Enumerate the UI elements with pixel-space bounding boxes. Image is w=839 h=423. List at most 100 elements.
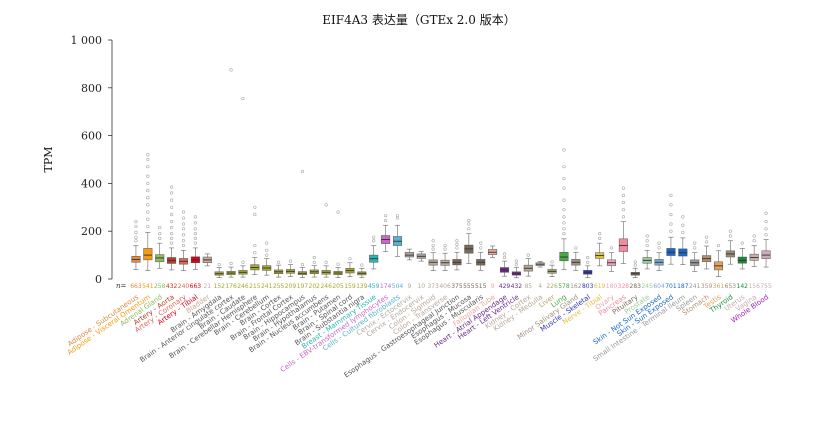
box-group — [404, 248, 414, 261]
outlier-point — [158, 236, 162, 240]
outlier-point — [502, 252, 507, 256]
outlier-point — [562, 148, 566, 152]
outlier-point — [336, 262, 340, 266]
sample-count-label: 515 — [475, 283, 487, 290]
box-iqr — [143, 248, 153, 261]
box-group — [428, 239, 438, 271]
outlier-point — [657, 241, 661, 245]
outlier-point — [193, 241, 197, 245]
sample-count-label: 653 — [725, 283, 737, 290]
outlier-point — [431, 239, 435, 243]
outlier-point — [300, 263, 304, 267]
outlier-point — [158, 231, 162, 236]
outlier-point — [360, 263, 364, 267]
outlier-point — [431, 247, 435, 251]
outlier-point — [669, 222, 673, 226]
box-group — [559, 148, 569, 270]
box-group — [226, 68, 236, 278]
sample-count-label: 504 — [392, 283, 404, 290]
outlier-point — [514, 263, 518, 267]
outlier-point — [193, 231, 197, 236]
box-group — [297, 169, 307, 278]
outlier-point — [598, 231, 602, 236]
outlier-point — [728, 234, 732, 238]
outlier-point — [669, 193, 673, 197]
sample-count-label: 240 — [178, 283, 190, 290]
box-group — [511, 259, 521, 279]
outlier-point — [181, 227, 186, 231]
sample-count-label: 663 — [130, 283, 142, 290]
sample-count-label: 156 — [748, 283, 760, 290]
outlier-point — [229, 261, 233, 266]
box-group — [725, 229, 735, 265]
outlier-point — [170, 241, 174, 245]
box-group — [345, 257, 355, 277]
box-group — [238, 96, 248, 278]
box-group — [713, 243, 724, 277]
box-iqr — [404, 251, 414, 258]
box-group — [499, 252, 510, 277]
outlier-point — [621, 186, 625, 190]
outlier-point — [253, 243, 257, 248]
outlier-point — [134, 224, 138, 229]
outlier-point — [681, 215, 685, 219]
outlier-point — [253, 251, 257, 255]
outlier-point — [479, 246, 483, 250]
sample-count-label: 541 — [142, 283, 154, 290]
outlier-point — [693, 246, 697, 250]
sample-count-label: 283 — [630, 283, 642, 290]
outlier-point — [170, 198, 174, 202]
box-group — [488, 245, 498, 258]
outlier-point — [134, 235, 138, 239]
box-group — [214, 263, 224, 278]
outlier-point — [562, 215, 566, 219]
outlier-point — [467, 218, 471, 223]
outlier-point — [586, 260, 590, 264]
outlier-point — [146, 203, 150, 207]
outlier-point — [253, 205, 257, 209]
box-group — [202, 253, 212, 267]
outlier-point — [158, 226, 162, 230]
sample-count-label: 803 — [582, 283, 594, 290]
outlier-point — [146, 174, 150, 178]
outlier-point — [562, 227, 566, 231]
box-group — [571, 246, 581, 271]
outlier-point — [740, 241, 744, 245]
outlier-point — [621, 208, 625, 212]
outlier-point — [395, 214, 400, 218]
box-group — [357, 263, 367, 278]
y-tick-label: 200 — [81, 225, 102, 238]
box-group — [321, 203, 331, 278]
outlier-point — [669, 229, 673, 233]
box-group — [583, 255, 593, 278]
outlier-point — [633, 263, 637, 267]
sample-count-label: 555 — [463, 283, 475, 290]
sample-count-label: 701 — [665, 283, 677, 290]
outlier-point — [693, 241, 697, 245]
outlier-point — [336, 210, 340, 214]
outlier-point — [324, 203, 328, 207]
outlier-point — [586, 255, 590, 260]
outlier-point — [146, 224, 150, 229]
outlier-point — [764, 227, 768, 231]
sample-count-label: 246 — [320, 283, 332, 290]
y-tick-label: 1 000 — [71, 34, 103, 47]
outlier-point — [146, 181, 150, 185]
sample-count-label: 21 — [203, 283, 211, 290]
sample-count-label: 245 — [641, 283, 653, 290]
outlier-point — [288, 259, 293, 263]
box-group — [190, 215, 200, 270]
outlier-point — [372, 239, 376, 243]
outlier-point — [181, 210, 186, 214]
sample-count-label: 246 — [237, 283, 249, 290]
outlier-point — [550, 260, 554, 264]
outlier-point — [170, 191, 174, 195]
outlier-point — [562, 177, 566, 181]
outlier-point — [146, 210, 150, 214]
outlier-point — [669, 203, 673, 207]
outlier-point — [181, 222, 186, 226]
outlier-point — [705, 235, 709, 239]
box-group — [274, 260, 284, 278]
box-group — [630, 260, 640, 278]
